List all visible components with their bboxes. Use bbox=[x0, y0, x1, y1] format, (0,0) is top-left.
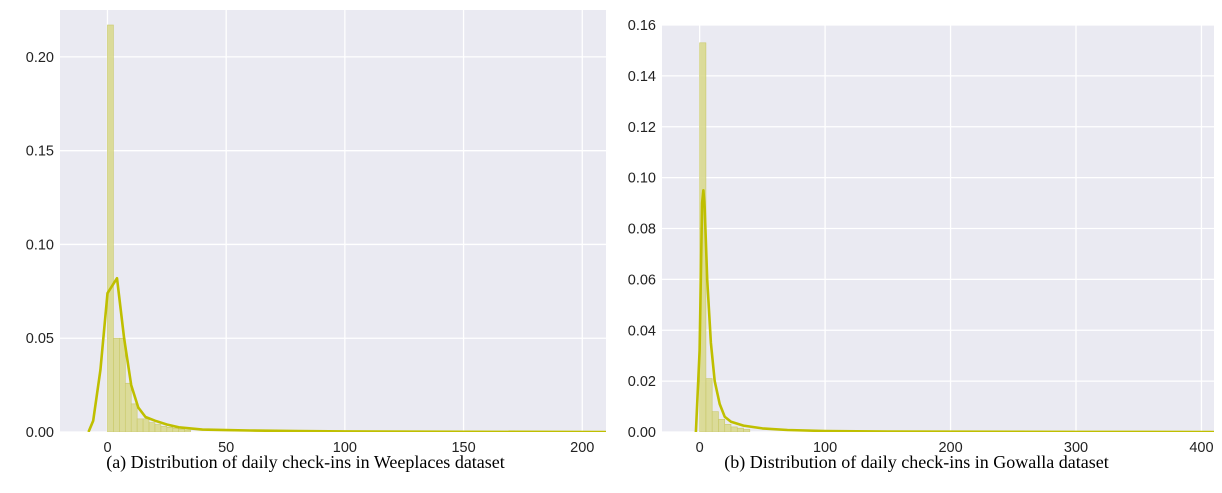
histogram-bar-9 bbox=[160, 426, 168, 432]
chart-panel-gowalla: 0.00 0.02 0.04 0.06 0.08 0.10 0.12 0.14 0.16 0 100… bbox=[611, 0, 1222, 493]
y-tick-label: 0.10 bbox=[628, 171, 656, 187]
histogram-bar-4 bbox=[724, 424, 732, 432]
y-tick-label: 0.12 bbox=[628, 120, 656, 136]
histogram-bar-7 bbox=[743, 429, 751, 432]
x-tick-label: 200 bbox=[938, 440, 962, 456]
histogram-bar-11 bbox=[172, 427, 179, 432]
x-tick-label: 50 bbox=[218, 440, 234, 456]
histogram-bar-7 bbox=[148, 422, 156, 432]
chart-panel-weeplaces: 0.00 0.05 0.10 0.15 0.20 0 50 100 150 200 (a) Dis… bbox=[26, 10, 606, 472]
kde-line bbox=[694, 189, 1214, 432]
x-tick-label: 400 bbox=[1189, 440, 1213, 456]
y-tick-label: 0.04 bbox=[628, 323, 656, 339]
x-tick-label: 200 bbox=[570, 440, 594, 456]
chart-weeplaces: 0.00 0.05 0.10 0.15 0.20 0 50 100 150 200 bbox=[26, 10, 606, 456]
histogram-bar-13 bbox=[184, 429, 191, 432]
y-tick-label: 0.20 bbox=[26, 50, 54, 66]
histogram-bar-2 bbox=[711, 411, 719, 432]
y-tick-label: 0.10 bbox=[26, 237, 54, 253]
histogram-bar-5 bbox=[136, 418, 144, 432]
histogram-bar-0 bbox=[107, 24, 114, 432]
histogram-bar-3 bbox=[124, 382, 132, 432]
histogram-bar-3 bbox=[718, 418, 726, 432]
y-tick-label: 0.00 bbox=[628, 425, 656, 441]
histogram-bar-1 bbox=[705, 378, 713, 432]
plot-area bbox=[60, 10, 606, 432]
histogram-bar-10 bbox=[166, 427, 174, 432]
histogram-bar-6 bbox=[736, 427, 744, 432]
y-tick-label: 0.06 bbox=[628, 272, 656, 288]
y-tick-label: 0.16 bbox=[628, 18, 656, 34]
histogram-bar-6 bbox=[142, 418, 150, 432]
x-tick-label: 150 bbox=[451, 440, 475, 456]
x-tick-label: 100 bbox=[813, 440, 837, 456]
x-tick-label: 0 bbox=[696, 440, 704, 456]
y-tick-label: 0.02 bbox=[628, 374, 656, 390]
chart-gowalla: 0.00 0.02 0.04 0.06 0.08 0.10 0.12 0.14 0.16 0 100… bbox=[628, 18, 1214, 456]
kde-line bbox=[87, 276, 606, 432]
histogram-bar-12 bbox=[178, 428, 185, 432]
chart-caption-weeplaces: (a) Distribution of daily check-ins in W… bbox=[106, 452, 505, 472]
y-tick-label: 0.00 bbox=[26, 425, 54, 441]
y-tick-label: 0.08 bbox=[628, 222, 656, 238]
x-tick-label: 0 bbox=[103, 440, 111, 456]
histogram-bar-5 bbox=[730, 426, 738, 432]
histogram-bar-4 bbox=[130, 403, 138, 432]
histogram-bar-1 bbox=[113, 337, 120, 432]
histogram-bar-2 bbox=[119, 337, 126, 432]
histogram-bar-8 bbox=[154, 424, 162, 432]
y-tick-label: 0.05 bbox=[26, 331, 54, 347]
x-tick-label: 100 bbox=[333, 440, 357, 456]
x-tick-label: 300 bbox=[1064, 440, 1088, 456]
chart-caption-gowalla: (b) Distribution of daily check-ins in G… bbox=[724, 452, 1109, 472]
y-tick-label: 0.14 bbox=[628, 69, 656, 85]
y-tick-label: 0.15 bbox=[26, 144, 54, 160]
